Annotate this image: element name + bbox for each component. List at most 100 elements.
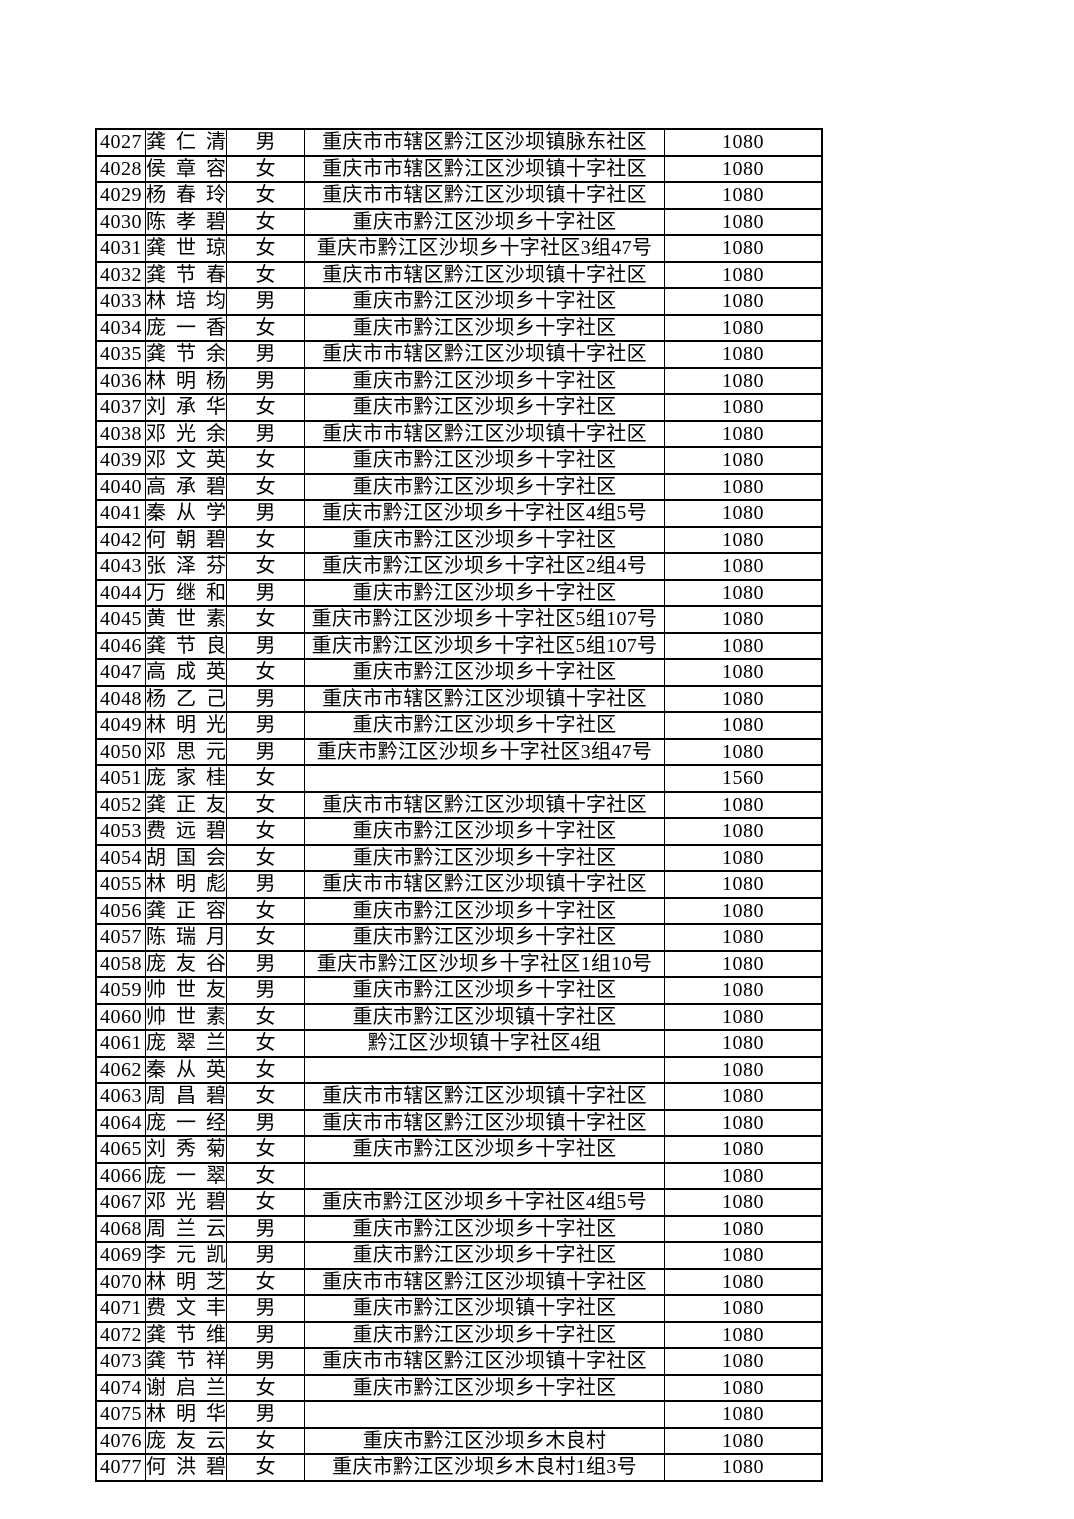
cell-address: 重庆市黔江区沙坝乡十字社区 (304, 393, 665, 422)
cell-person-name: 杨乙己 (145, 684, 227, 713)
cell-gender: 女 (226, 1373, 305, 1402)
table-row: 4067 邓光碧女重庆市黔江区沙坝乡十字社区4组5号 1080 (95, 1188, 823, 1217)
table-row: 4055 林明彪男重庆市市辖区黔江区沙坝镇十字社区 1080 (95, 870, 823, 899)
cell-gender: 女 (226, 923, 305, 952)
cell-amount: 1080 (664, 1002, 823, 1031)
cell-serial-number: 4064 (95, 1108, 146, 1137)
cell-address: 重庆市黔江区沙坝镇十字社区 (304, 1294, 665, 1323)
cell-person-name: 邓光余 (145, 419, 227, 448)
cell-serial-number: 4042 (95, 525, 146, 554)
cell-gender: 女 (226, 1267, 305, 1296)
cell-amount: 1080 (664, 896, 823, 925)
cell-amount: 1080 (664, 1161, 823, 1190)
cell-address: 重庆市黔江区沙坝乡十字社区 (304, 578, 665, 607)
cell-person-name: 龚节良 (145, 631, 227, 660)
table-row: 4062 秦从英女 1080 (95, 1055, 823, 1084)
cell-gender: 女 (226, 313, 305, 342)
table-row: 4076 庞友云女重庆市黔江区沙坝乡木良村 1080 (95, 1426, 823, 1455)
cell-serial-number: 4044 (95, 578, 146, 607)
cell-address: 重庆市市辖区黔江区沙坝镇十字社区 (304, 1267, 665, 1296)
cell-address: 重庆市黔江区沙坝乡十字社区3组47号 (304, 737, 665, 766)
cell-serial-number: 4072 (95, 1320, 146, 1349)
cell-amount: 1080 (664, 128, 823, 157)
table-row: 4077 何洪碧女重庆市黔江区沙坝乡木良村1组3号 1080 (95, 1453, 823, 1482)
cell-address: 重庆市市辖区黔江区沙坝镇十字社区 (304, 260, 665, 289)
table-row: 4057 陈瑞月女重庆市黔江区沙坝乡十字社区 1080 (95, 923, 823, 952)
cell-gender: 女 (226, 658, 305, 687)
cell-serial-number: 4069 (95, 1241, 146, 1270)
cell-serial-number: 4031 (95, 234, 146, 263)
cell-serial-number: 4037 (95, 393, 146, 422)
cell-gender: 女 (226, 1135, 305, 1164)
table-row: 4054 胡国会女重庆市黔江区沙坝乡十字社区 1080 (95, 843, 823, 872)
cell-gender: 男 (226, 287, 305, 316)
cell-gender: 男 (226, 1400, 305, 1429)
cell-serial-number: 4053 (95, 817, 146, 846)
cell-person-name: 庞一经 (145, 1108, 227, 1137)
cell-amount: 1080 (664, 1135, 823, 1164)
cell-amount: 1080 (664, 313, 823, 342)
cell-serial-number: 4028 (95, 154, 146, 183)
cell-person-name: 林培均 (145, 287, 227, 316)
cell-amount: 1080 (664, 446, 823, 475)
cell-gender: 女 (226, 1188, 305, 1217)
cell-address: 重庆市黔江区沙坝乡十字社区 (304, 976, 665, 1005)
cell-serial-number: 4034 (95, 313, 146, 342)
table-row: 4030 陈孝碧女重庆市黔江区沙坝乡十字社区 1080 (95, 207, 823, 236)
cell-address: 重庆市市辖区黔江区沙坝镇十字社区 (304, 790, 665, 819)
cell-address: 重庆市黔江区沙坝乡十字社区 (304, 896, 665, 925)
cell-person-name: 龚节春 (145, 260, 227, 289)
table-row: 4056 龚正容女重庆市黔江区沙坝乡十字社区 1080 (95, 896, 823, 925)
table-row: 4044 万继和男重庆市黔江区沙坝乡十字社区 1080 (95, 578, 823, 607)
cell-gender: 男 (226, 1294, 305, 1323)
cell-address: 重庆市黔江区沙坝乡十字社区 (304, 1214, 665, 1243)
cell-amount: 1080 (664, 1029, 823, 1058)
cell-address: 重庆市黔江区沙坝乡十字社区 (304, 1135, 665, 1164)
cell-amount: 1080 (664, 684, 823, 713)
cell-gender: 女 (226, 843, 305, 872)
table-row: 4052 龚正友女重庆市市辖区黔江区沙坝镇十字社区 1080 (95, 790, 823, 819)
cell-gender: 男 (226, 1108, 305, 1137)
cell-address: 重庆市黔江区沙坝乡十字社区 (304, 1373, 665, 1402)
cell-amount: 1080 (664, 287, 823, 316)
table-row: 4053 费远碧女重庆市黔江区沙坝乡十字社区 1080 (95, 817, 823, 846)
table-row: 4063 周昌碧女重庆市市辖区黔江区沙坝镇十字社区 1080 (95, 1082, 823, 1111)
table-row: 4036 林明杨男重庆市黔江区沙坝乡十字社区 1080 (95, 366, 823, 395)
cell-gender: 男 (226, 870, 305, 899)
cell-serial-number: 4047 (95, 658, 146, 687)
cell-person-name: 龚世琼 (145, 234, 227, 263)
cell-amount: 1080 (664, 1082, 823, 1111)
table-row: 4035 龚节余男重庆市市辖区黔江区沙坝镇十字社区 1080 (95, 340, 823, 369)
table-row: 4075 林明华男 1080 (95, 1400, 823, 1429)
cell-gender: 男 (226, 366, 305, 395)
cell-gender: 女 (226, 1161, 305, 1190)
cell-amount: 1080 (664, 340, 823, 369)
cell-person-name: 邓文英 (145, 446, 227, 475)
cell-serial-number: 4035 (95, 340, 146, 369)
cell-person-name: 刘秀菊 (145, 1135, 227, 1164)
cell-person-name: 秦从英 (145, 1055, 227, 1084)
cell-address: 重庆市黔江区沙坝乡十字社区 (304, 658, 665, 687)
cell-person-name: 林明杨 (145, 366, 227, 395)
cell-gender: 女 (226, 446, 305, 475)
cell-person-name: 高承碧 (145, 472, 227, 501)
cell-person-name: 龚仁清 (145, 128, 227, 157)
cell-gender: 女 (226, 817, 305, 846)
cell-amount: 1080 (664, 1214, 823, 1243)
cell-gender: 女 (226, 393, 305, 422)
cell-serial-number: 4056 (95, 896, 146, 925)
cell-amount: 1080 (664, 976, 823, 1005)
table-row: 4041 秦从学男重庆市黔江区沙坝乡十字社区4组5号 1080 (95, 499, 823, 528)
cell-address: 重庆市市辖区黔江区沙坝镇十字社区 (304, 1082, 665, 1111)
cell-serial-number: 4050 (95, 737, 146, 766)
cell-address: 重庆市黔江区沙坝乡十字社区 (304, 472, 665, 501)
cell-gender: 女 (226, 1055, 305, 1084)
cell-amount: 1080 (664, 711, 823, 740)
table-row: 4031 龚世琼女重庆市黔江区沙坝乡十字社区3组47号 1080 (95, 234, 823, 263)
cell-amount: 1080 (664, 1267, 823, 1296)
cell-address: 重庆市黔江区沙坝乡十字社区 (304, 313, 665, 342)
cell-person-name: 秦从学 (145, 499, 227, 528)
table-row: 4050 邓思元男重庆市黔江区沙坝乡十字社区3组47号 1080 (95, 737, 823, 766)
cell-amount: 1080 (664, 1347, 823, 1376)
cell-amount: 1080 (664, 260, 823, 289)
